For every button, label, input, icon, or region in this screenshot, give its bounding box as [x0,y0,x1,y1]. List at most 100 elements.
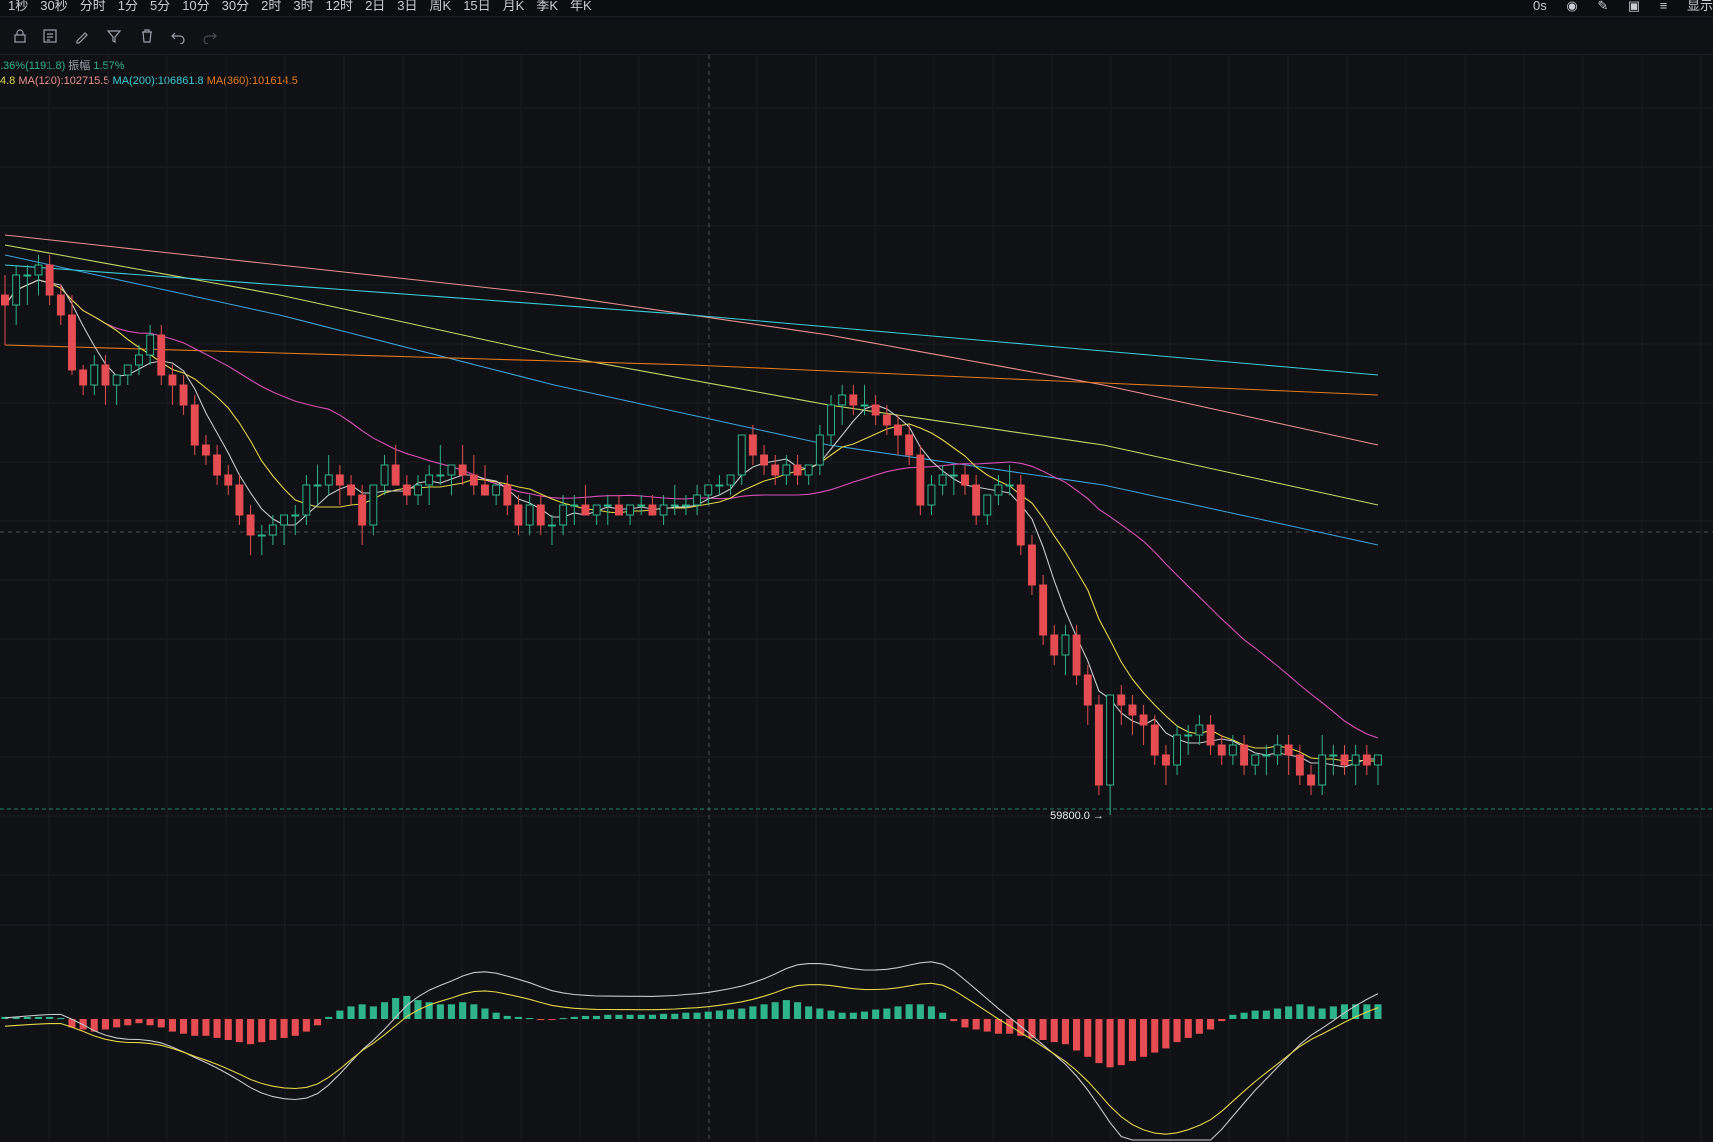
candle-body [804,464,813,476]
candle-body [1217,744,1226,756]
macd-bar [314,1019,322,1026]
lock-icon[interactable] [12,28,28,44]
interval-16[interactable]: 年K [570,0,592,13]
macd-bar [1162,1019,1170,1049]
macd-bar [1307,1006,1315,1019]
amplitude-label: 振幅 [68,60,91,72]
macd-bar [514,1016,522,1019]
filter-icon[interactable] [106,28,122,44]
macd-bar [124,1019,132,1026]
candle-body [369,484,378,526]
candle-body [961,474,969,486]
candle-body [994,484,1003,496]
macd-bar [1128,1019,1136,1061]
macd-bar [347,1006,355,1019]
candle-body [860,404,869,407]
candle-body [771,464,780,476]
low-price-label: 59800.0 → [1050,810,1104,822]
macd-bar [101,1019,109,1030]
macd-bar [760,1004,768,1019]
candle-body [592,504,601,516]
candle-body [559,504,568,526]
interval-10[interactable]: 2日 [365,0,386,13]
trash-icon[interactable] [139,28,155,44]
candle-body [414,484,423,496]
candle-body [168,374,177,386]
macd-bar [34,1016,42,1019]
candle-body [1195,724,1204,736]
interval-0[interactable]: 1秒 [8,0,29,13]
candle-body [927,484,936,506]
template-icon[interactable] [42,28,58,44]
ma-line-yellow [4,279,1378,762]
candle-body [972,484,981,516]
macd-bar [838,1012,846,1019]
candle-body [268,524,277,536]
macd-bar [459,1002,467,1019]
interval-8[interactable]: 3时 [293,0,314,13]
interval-7[interactable]: 2时 [261,0,282,13]
redo-icon[interactable] [202,28,218,44]
display-button[interactable]: 显示 [1686,0,1713,13]
interval-15[interactable]: 季K [536,0,559,13]
candle-body [670,504,679,507]
candle-body [1273,744,1282,756]
macd-bar [1352,1004,1360,1019]
menu-icon[interactable]: ≡ [1659,0,1668,13]
candle-body [481,484,489,496]
candle-body [827,404,835,436]
ma-line-pink [4,234,1379,446]
candle-body [949,474,958,477]
interval-4[interactable]: 5分 [149,0,171,13]
candle-body [1095,704,1103,786]
candle-body [737,434,746,476]
candle-body [938,474,947,486]
interval-12[interactable]: 周K [429,0,452,13]
candle-body [782,464,791,476]
camera-icon[interactable]: ◉ [1566,0,1578,13]
candle-body [23,274,32,277]
candlestick-chart[interactable]: 59800.0 → [0,55,1713,1142]
macd-bar [235,1019,243,1043]
macd-bar [570,1016,578,1019]
interval-11[interactable]: 3日 [397,0,418,13]
macd-bar [302,1019,310,1032]
macd-bar [1084,1019,1092,1057]
macd-bar [1050,1019,1058,1043]
interval-6[interactable]: 30分 [221,0,250,13]
undo-icon[interactable] [170,28,186,44]
interval-2[interactable]: 分时 [79,0,106,13]
amplitude-value: 1.57% [93,60,125,72]
draw-icon[interactable] [74,28,90,44]
candle-body [313,484,322,487]
interval-3[interactable]: 1分 [117,0,138,13]
macd-bar [113,1019,121,1028]
interval-5[interactable]: 10分 [182,0,210,13]
interval-14[interactable]: 月K [502,0,525,13]
candle-body [257,534,266,537]
pencil-icon[interactable]: ✎ [1597,0,1609,13]
expand-icon[interactable]: ▣ [1627,0,1641,13]
macd-bar [894,1006,902,1019]
macd-bar [1,1016,9,1019]
macd-bar [1296,1004,1304,1019]
candle-body [335,474,344,486]
macd-bar [46,1016,54,1019]
interval-13[interactable]: 15日 [463,0,491,13]
candle-body [704,484,713,496]
candle-body [1240,744,1248,766]
macd-bar [168,1019,176,1032]
candle-body [548,524,556,527]
interval-9[interactable]: 12时 [325,0,354,13]
macd-bar [526,1018,534,1020]
ma-info-line: 4.8 MA(120):102715.5 MA(200):106861.8 MA… [0,75,298,87]
interval-1[interactable]: 30秒 [40,0,68,13]
macd-bar [1251,1010,1259,1019]
macd-bar [1340,1004,1348,1019]
macd-bar [392,998,400,1019]
candle-body [45,264,54,296]
candle-body [391,464,400,486]
macd-bar [1106,1019,1114,1068]
candle-body [626,504,634,516]
candle-body [1184,734,1193,737]
